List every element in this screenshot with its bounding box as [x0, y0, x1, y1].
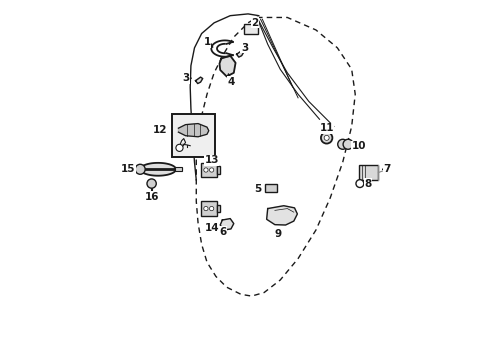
Polygon shape: [220, 219, 233, 230]
Polygon shape: [236, 51, 244, 57]
Polygon shape: [178, 123, 208, 137]
Circle shape: [209, 206, 213, 211]
Text: 12: 12: [152, 125, 167, 135]
Bar: [358, 165, 378, 180]
Bar: [175, 167, 181, 171]
Circle shape: [355, 180, 363, 188]
Circle shape: [203, 206, 207, 211]
Circle shape: [176, 144, 183, 152]
Polygon shape: [201, 163, 216, 177]
Polygon shape: [140, 163, 176, 176]
Polygon shape: [195, 77, 203, 84]
Bar: [172, 114, 215, 157]
Text: 15: 15: [121, 164, 135, 174]
Text: 7: 7: [383, 164, 390, 174]
Circle shape: [337, 139, 347, 149]
Text: 8: 8: [364, 179, 370, 189]
Text: 3: 3: [182, 73, 189, 83]
Polygon shape: [266, 206, 297, 225]
Text: 1: 1: [203, 37, 210, 48]
Text: 2: 2: [251, 18, 258, 28]
Text: 14: 14: [204, 223, 219, 233]
Circle shape: [320, 132, 332, 144]
Polygon shape: [201, 202, 216, 216]
Text: 11: 11: [319, 123, 333, 133]
Text: 6: 6: [219, 227, 226, 237]
Circle shape: [324, 135, 328, 140]
Text: 4: 4: [227, 77, 235, 87]
Text: 5: 5: [254, 184, 261, 194]
Bar: [244, 23, 258, 33]
Text: 16: 16: [144, 192, 159, 202]
Text: 13: 13: [204, 156, 219, 165]
Circle shape: [343, 139, 352, 149]
Circle shape: [203, 168, 207, 172]
Text: 10: 10: [351, 141, 366, 151]
Polygon shape: [216, 205, 220, 212]
Polygon shape: [219, 56, 235, 76]
Polygon shape: [216, 166, 220, 174]
Circle shape: [209, 168, 213, 172]
Text: 3: 3: [241, 43, 247, 53]
Circle shape: [147, 179, 156, 188]
Circle shape: [135, 164, 145, 174]
Bar: [264, 184, 276, 192]
Text: 9: 9: [274, 229, 282, 239]
